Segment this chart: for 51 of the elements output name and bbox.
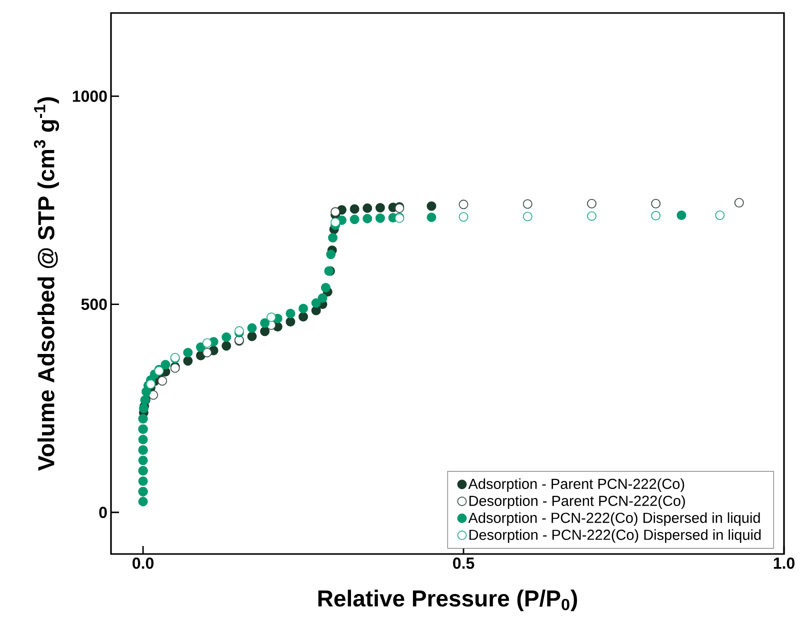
- point: [222, 332, 232, 342]
- point: [330, 218, 340, 228]
- point: [146, 379, 156, 389]
- point: [183, 356, 193, 366]
- point: [330, 207, 340, 217]
- point: [298, 304, 308, 314]
- y-tick-label: 1000: [72, 90, 107, 102]
- point: [158, 376, 168, 386]
- point: [266, 312, 276, 322]
- point: [298, 312, 308, 322]
- point: [426, 201, 436, 211]
- x-tick-label: 0.5: [453, 558, 474, 569]
- point: [375, 203, 385, 213]
- point: [350, 204, 360, 214]
- point: [183, 348, 193, 358]
- point: [196, 342, 206, 352]
- point: [222, 341, 232, 351]
- y-axis-title: Volume Adsorbed @ STP (cm$^{3}$ g$^{-1}$): [34, 97, 60, 471]
- point: [247, 323, 257, 333]
- legend-label: Desorption - Parent PCN-222(Co): [469, 495, 685, 509]
- point: [260, 318, 270, 328]
- point: [260, 326, 270, 336]
- legend-label: Adsorption - PCN-222(Co) Dispersed in liquid: [468, 512, 760, 526]
- point: [362, 214, 372, 224]
- x-axis-title: Relative Pressure (P/P$_{0}$): [318, 590, 578, 612]
- point: [138, 456, 148, 466]
- point: [676, 210, 686, 220]
- point: [138, 476, 148, 486]
- point: [318, 293, 328, 303]
- point: [202, 348, 212, 358]
- point: [311, 298, 321, 308]
- x-tick-label: 0.0: [132, 558, 154, 569]
- legend-label: Adsorption - Parent PCN-222(Co): [468, 478, 684, 492]
- y-tick-label: 0: [99, 506, 107, 518]
- point: [320, 282, 330, 292]
- point: [286, 317, 296, 327]
- point: [375, 213, 385, 223]
- point: [362, 203, 372, 213]
- x-tick-label: 1.0: [774, 558, 794, 569]
- point: [328, 232, 338, 242]
- y-tick-label: 500: [81, 298, 107, 310]
- point: [138, 496, 148, 506]
- point: [160, 360, 170, 370]
- legend-label: Desorption - PCN-222(Co) Dispersed in liquid: [469, 529, 761, 543]
- point: [247, 332, 257, 342]
- point: [202, 338, 212, 348]
- point: [138, 434, 148, 444]
- point: [350, 214, 360, 224]
- point: [426, 212, 436, 222]
- point: [286, 308, 296, 318]
- point: [326, 250, 336, 260]
